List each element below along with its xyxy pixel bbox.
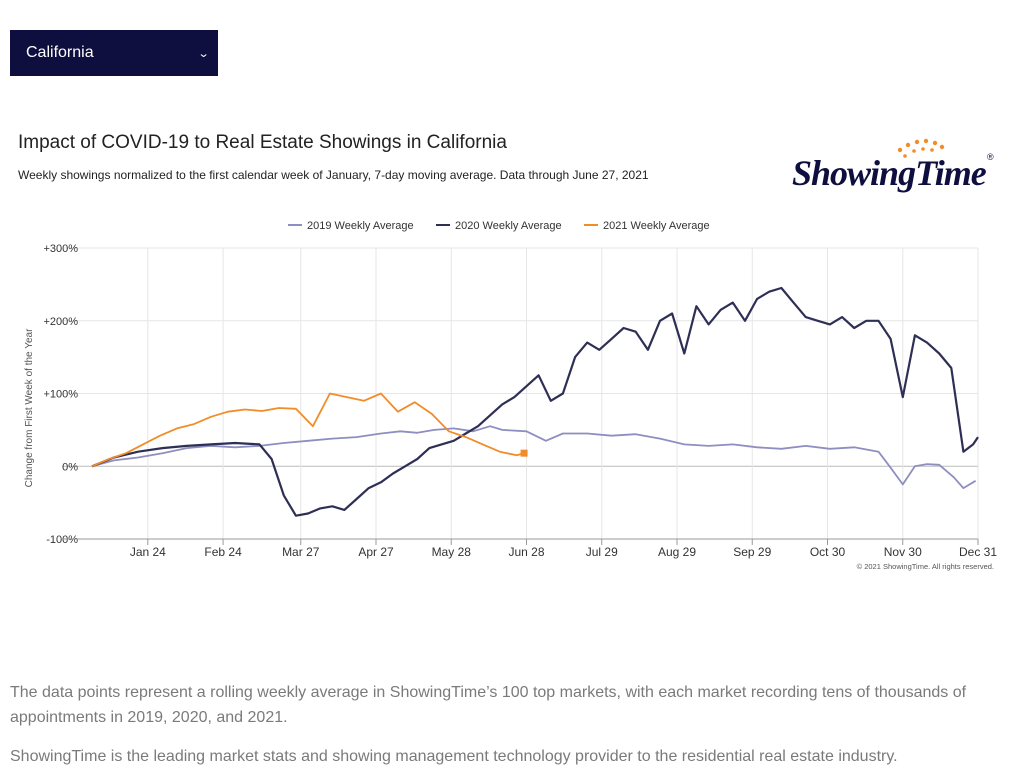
x-tick-label: Jul 29 [586, 545, 618, 559]
x-tick-label: Feb 24 [204, 545, 242, 559]
legend-label: 2020 Weekly Average [455, 220, 562, 232]
logo-wordmark: ShowingTime [792, 153, 987, 193]
chevron-down-icon: ⌄ [197, 47, 210, 60]
series-line-1 [91, 425, 977, 490]
series-line-2 [91, 286, 979, 517]
description-paragraph-2: ShowingTime is the leading market stats … [10, 748, 898, 765]
chart-subtitle: Weekly showings normalized to the first … [18, 168, 649, 182]
logo-registered-mark: ® [987, 152, 994, 162]
x-tick-label: Aug 29 [658, 545, 696, 559]
description-paragraph-1: The data points represent a rolling week… [10, 684, 967, 726]
chart-axes: -100% 0% +100% +200% +300% Jan 24 Feb 24 Mar 27… [43, 243, 997, 559]
chart-credit: © 2021 ShowingTime. All rights reserved. [857, 562, 994, 571]
x-tick-label: Jun 28 [508, 545, 544, 559]
x-tick-label: May 28 [432, 545, 472, 559]
market-select-dropdown[interactable]: California ⌄ [10, 30, 218, 76]
description-section: The data points represent a rolling week… [10, 680, 1010, 783]
chart-legend: 2019 Weekly Average 2020 Weekly Average 20… [288, 220, 710, 232]
y-tick-label: +100% [43, 389, 78, 401]
x-tick-label: Apr 27 [358, 545, 394, 559]
y-tick-label: +300% [43, 243, 78, 255]
y-tick-label: 0% [62, 461, 78, 473]
y-tick-label: +200% [43, 316, 78, 328]
y-axis-label: Change from First Week of the Year [24, 328, 35, 487]
series-line-3 [91, 392, 525, 468]
x-tick-label: Jan 24 [130, 545, 166, 559]
series-end-marker [520, 449, 528, 457]
showingtime-logo: ShowingTime ® [790, 136, 1000, 198]
chart-title: Impact of COVID-19 to Real Estate Showin… [18, 132, 507, 153]
line-chart: 2019 Weekly Average 2020 Weekly Average 20… [24, 220, 997, 571]
market-select-value: California [26, 44, 94, 61]
x-tick-label: Mar 27 [282, 545, 320, 559]
x-tick-label: Dec 31 [959, 545, 997, 559]
chart-series [91, 286, 979, 517]
x-tick-label: Oct 30 [810, 545, 846, 559]
x-tick-label: Nov 30 [884, 545, 922, 559]
x-tick-label: Sep 29 [733, 545, 771, 559]
chart-container: Impact of COVID-19 to Real Estate Showin… [0, 118, 1024, 578]
legend-label: 2021 Weekly Average [603, 220, 710, 232]
logo-arc-icon [897, 138, 945, 158]
y-tick-label: -100% [46, 534, 78, 546]
legend-label: 2019 Weekly Average [307, 220, 414, 232]
